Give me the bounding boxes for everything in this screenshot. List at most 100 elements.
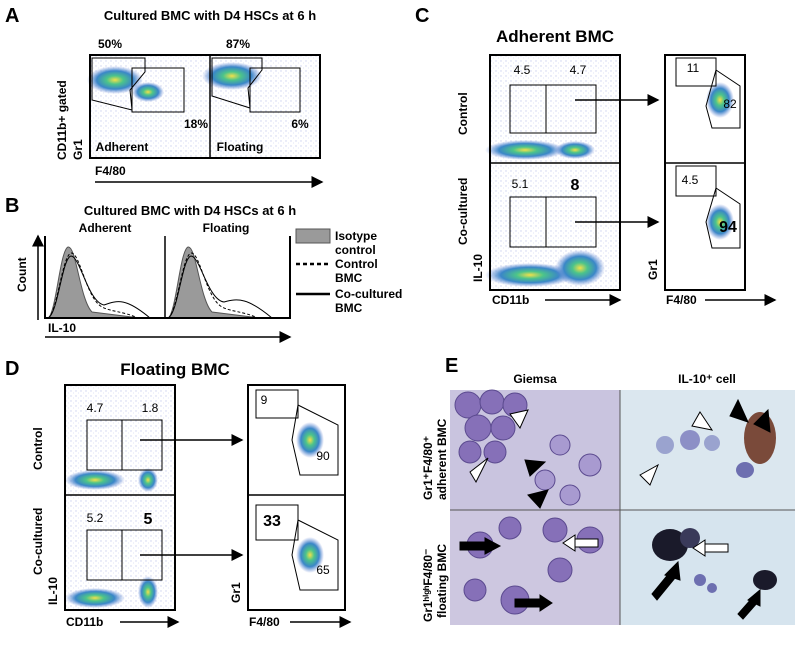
title: Cultured BMC with D4 HSCs at 6 h <box>104 8 316 23</box>
shape <box>559 484 581 506</box>
density <box>65 470 125 490</box>
shape <box>549 434 571 456</box>
shape <box>639 463 659 486</box>
shape <box>694 574 706 586</box>
density <box>555 141 595 159</box>
shape <box>498 516 522 540</box>
legend-swatch <box>295 228 331 244</box>
shape <box>458 440 482 464</box>
micrograph <box>620 510 795 625</box>
panel-d: D Floating BMC 4.7 1.8 5.2 5 Control Co-… <box>5 358 352 629</box>
density <box>138 576 158 608</box>
density <box>706 204 734 240</box>
scatter <box>65 385 175 610</box>
density <box>132 82 164 102</box>
gate-value: 4.5 <box>682 173 699 187</box>
gate-value: 90 <box>316 449 330 463</box>
gate-value: 65 <box>316 563 330 577</box>
shape <box>483 440 507 464</box>
shape <box>514 594 553 612</box>
shape <box>736 462 754 478</box>
shape <box>464 414 492 442</box>
shape <box>729 398 749 423</box>
x-label: F4/80 <box>666 293 697 307</box>
title: Floating BMC <box>120 360 230 379</box>
plot-frame <box>89 54 321 159</box>
x-label: F4/80 <box>95 164 126 178</box>
y-label: CD11b+ gated <box>55 80 69 160</box>
gate <box>91 57 146 111</box>
x-label: IL-10 <box>48 321 76 335</box>
gate <box>705 69 741 129</box>
shape <box>680 430 700 450</box>
gate <box>291 519 339 591</box>
density <box>65 588 125 608</box>
density <box>706 82 734 118</box>
subplot-label: Floating <box>217 140 264 154</box>
legend-text: BMC <box>335 271 363 285</box>
row-label: Gr1⁺F4/80⁺ <box>421 436 435 500</box>
gate-value: 8 <box>571 177 580 194</box>
gate <box>255 389 299 419</box>
gate <box>211 57 263 109</box>
y-label: Gr1 <box>646 259 660 280</box>
shape <box>534 469 556 491</box>
shape <box>652 529 688 561</box>
gate-value: 4.5 <box>514 63 531 77</box>
subplot-label: Floating <box>203 221 250 235</box>
gate-value: 4.7 <box>570 63 587 77</box>
shape <box>454 391 482 419</box>
gate-value: 9 <box>261 393 268 407</box>
shape <box>680 528 700 548</box>
shape <box>547 557 573 583</box>
gate-value: 6% <box>291 117 309 131</box>
x-label: CD11b <box>492 293 529 307</box>
shape <box>651 560 681 601</box>
plot-frame <box>489 54 621 291</box>
gate <box>545 84 597 134</box>
plot-frame <box>664 54 746 291</box>
gate <box>675 57 717 87</box>
column-label: IL-10⁺ cell <box>678 372 736 386</box>
row-label: Control <box>31 427 45 470</box>
density <box>202 62 262 90</box>
density <box>485 140 565 160</box>
y-label: IL-10 <box>46 577 60 605</box>
x-label: CD11b <box>66 615 103 629</box>
subplot-label: Adherent <box>79 221 132 235</box>
title: Adherent BMC <box>496 27 614 46</box>
plot-frame <box>44 236 291 319</box>
gate-value: 5 <box>144 511 153 528</box>
row-label: Control <box>456 92 470 135</box>
panel-label: C <box>415 5 429 27</box>
shape <box>707 583 717 593</box>
y-label: Gr1 <box>71 139 85 160</box>
y-label: Count <box>15 257 29 292</box>
shape <box>509 409 529 430</box>
shape <box>692 539 729 557</box>
plot-frame <box>64 384 176 611</box>
histogram <box>47 255 151 319</box>
gate <box>291 404 339 476</box>
shape <box>524 459 547 477</box>
micrograph <box>450 510 620 625</box>
gate-value: 5.1 <box>512 177 529 191</box>
shape <box>459 537 502 555</box>
gate-value: 94 <box>719 219 737 236</box>
shape <box>691 411 714 431</box>
gate <box>249 67 301 113</box>
legend-text: control <box>335 243 376 257</box>
density <box>485 263 575 287</box>
shape <box>753 408 771 433</box>
gate <box>675 165 717 197</box>
panel-e: E Giemsa IL-10⁺ cell Gr1⁺F4/80⁺ adherent… <box>421 355 795 625</box>
gate-value: 11 <box>687 61 700 75</box>
shape <box>490 415 516 441</box>
shape <box>469 457 489 484</box>
panel-c: C Adherent BMC 4.5 4.7 5.1 8 Control Co-… <box>415 5 777 307</box>
y-label: Gr1 <box>229 582 243 603</box>
x-label: F4/80 <box>249 615 280 629</box>
gate-value: 33 <box>263 513 281 530</box>
gate <box>705 187 741 249</box>
